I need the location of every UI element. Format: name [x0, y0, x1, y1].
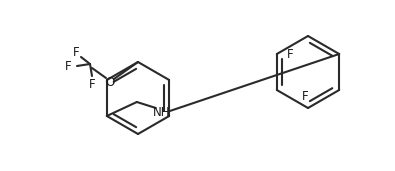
Text: F: F — [286, 48, 293, 61]
Text: F: F — [89, 77, 95, 90]
Text: F: F — [302, 89, 308, 102]
Text: F: F — [73, 45, 79, 58]
Text: F: F — [65, 61, 71, 74]
Text: O: O — [105, 76, 115, 89]
Text: NH: NH — [153, 107, 171, 120]
